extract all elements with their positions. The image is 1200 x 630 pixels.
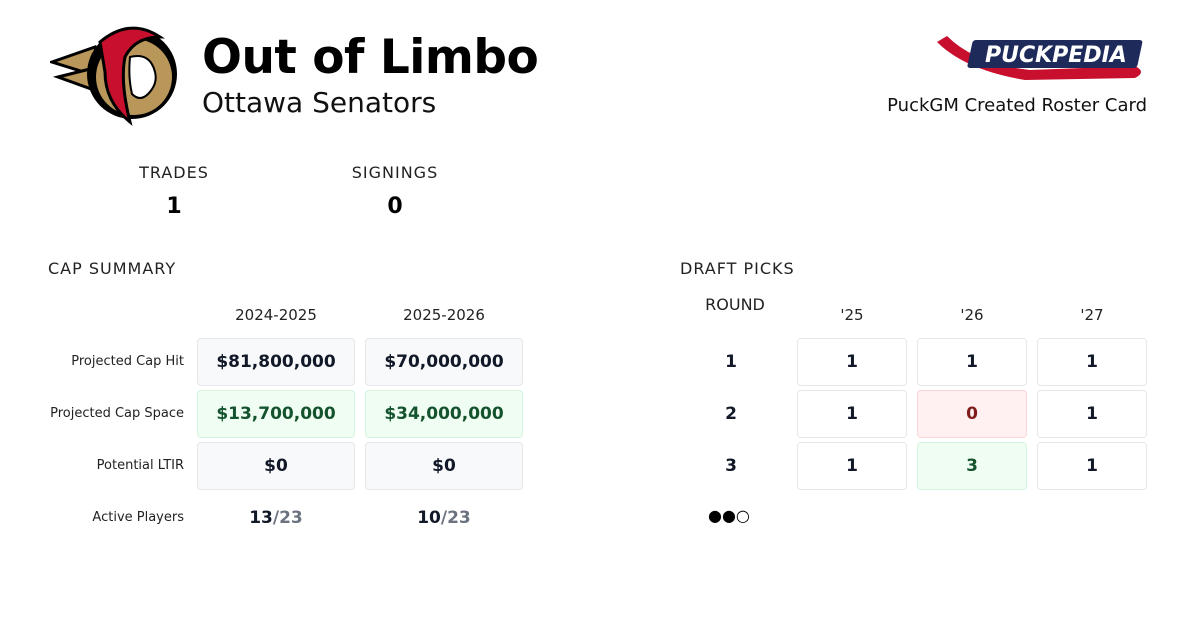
active-players-value: 13/23 <box>197 508 355 528</box>
year-header: '25 <box>840 306 864 324</box>
cap-space-cell: $13,700,000 <box>197 390 355 438</box>
cap-space-cell: $34,000,000 <box>365 390 523 438</box>
pick-cell-surplus: 3 <box>917 442 1027 490</box>
row-label: Projected Cap Hit <box>71 354 184 369</box>
trades-value: 1 <box>166 194 182 219</box>
trades-label: TRADES <box>139 163 209 182</box>
signings-value: 0 <box>387 194 403 219</box>
active-players-value: 10/23 <box>365 508 523 528</box>
puckpedia-logo: PUCKPEDIA <box>937 36 1143 80</box>
pagination-dots[interactable]: ●●○ <box>708 506 750 525</box>
year-header: '27 <box>1080 306 1104 324</box>
active-max: /23 <box>440 508 471 528</box>
active-count: 10 <box>417 508 441 528</box>
ltir-cell: $0 <box>365 442 523 490</box>
cap-summary-title: CAP SUMMARY <box>48 259 177 278</box>
season-header: 2024-2025 <box>235 306 317 324</box>
cap-hit-cell: $70,000,000 <box>365 338 523 386</box>
year-header: '26 <box>960 306 984 324</box>
round-number: 1 <box>725 352 737 372</box>
pick-cell: 1 <box>1037 390 1147 438</box>
round-number: 2 <box>725 404 737 424</box>
active-max: /23 <box>272 508 303 528</box>
pick-cell: 1 <box>1037 338 1147 386</box>
ottawa-senators-logo <box>50 26 177 126</box>
pick-cell: 1 <box>917 338 1027 386</box>
round-header: ROUND <box>705 295 765 314</box>
page-title: Out of Limbo <box>202 30 539 85</box>
roster-card-subtitle: PuckGM Created Roster Card <box>887 95 1147 116</box>
pick-cell: 1 <box>797 442 907 490</box>
ltir-cell: $0 <box>197 442 355 490</box>
active-count: 13 <box>249 508 273 528</box>
row-label: Potential LTIR <box>96 458 184 473</box>
draft-picks-title: DRAFT PICKS <box>680 259 795 278</box>
team-name: Ottawa Senators <box>202 86 437 119</box>
pick-cell: 1 <box>1037 442 1147 490</box>
pick-cell: 1 <box>797 390 907 438</box>
signings-label: SIGNINGS <box>351 163 439 182</box>
trades-stat: TRADES 1 <box>99 163 249 219</box>
row-label: Projected Cap Space <box>50 406 184 421</box>
season-header: 2025-2026 <box>403 306 485 324</box>
pick-cell-deficit: 0 <box>917 390 1027 438</box>
row-label: Active Players <box>92 510 184 525</box>
pick-cell: 1 <box>797 338 907 386</box>
cap-hit-cell: $81,800,000 <box>197 338 355 386</box>
puckpedia-logo-text: PUCKPEDIA <box>985 43 1127 68</box>
round-number: 3 <box>725 456 737 476</box>
signings-stat: SIGNINGS 0 <box>320 163 470 219</box>
